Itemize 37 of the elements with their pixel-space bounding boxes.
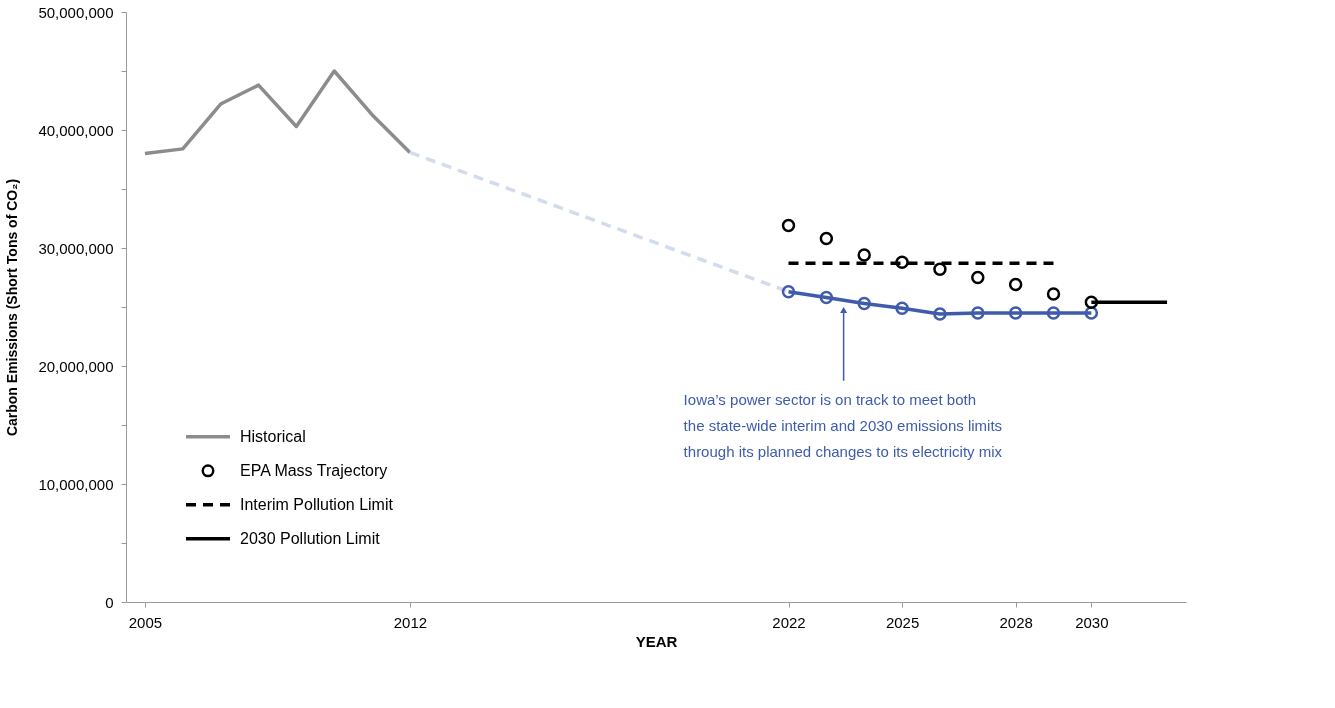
x-tick-label: 2025 [885,613,920,631]
legend-label: 2030 Pollution Limit [240,529,381,547]
point [1084,295,1099,309]
point [781,218,796,233]
x-tick-label: 2022 [772,613,806,631]
point [971,270,985,285]
x-tick-label: 2030 [1075,613,1109,631]
point [1046,306,1061,320]
y-tick-label: 40,000,000 [38,121,114,139]
x-tick-label: 2028 [999,613,1033,631]
point [895,255,909,269]
point [1008,277,1023,292]
point [857,248,871,262]
point [933,262,947,276]
point [971,306,985,320]
legend-label: EPA Mass Trajectory [240,461,388,479]
legend-label: Historical [240,427,306,445]
y-tick-label: 50,000,000 [38,3,114,21]
point [895,301,909,315]
y-tick-label: 10,000,000 [38,475,114,493]
annotation: Iowa’s power sector is on track to meet both the state-wide interim and 2030 emissions limits through its planned changes to its electricity mix [683,390,1003,460]
point [819,231,834,246]
point [819,290,834,305]
y-tick-label: 0 [105,593,114,611]
point [781,284,796,299]
x-tick-label: 2012 [393,613,428,631]
y-tick-label: 30,000,000 [38,239,114,257]
x-tick-label: 2005 [128,613,163,631]
point [1046,287,1061,301]
point [933,307,947,321]
point [1008,306,1023,320]
x-axis-title: YEAR [635,632,678,650]
point [857,296,871,311]
y-tick-label: 20,000,000 [38,357,114,375]
legend-label: Interim Pollution Limit [240,495,394,513]
line-series [143,69,412,156]
y-axis-title: Carbon Emissions (Short Tons of CO₂) [4,178,21,437]
